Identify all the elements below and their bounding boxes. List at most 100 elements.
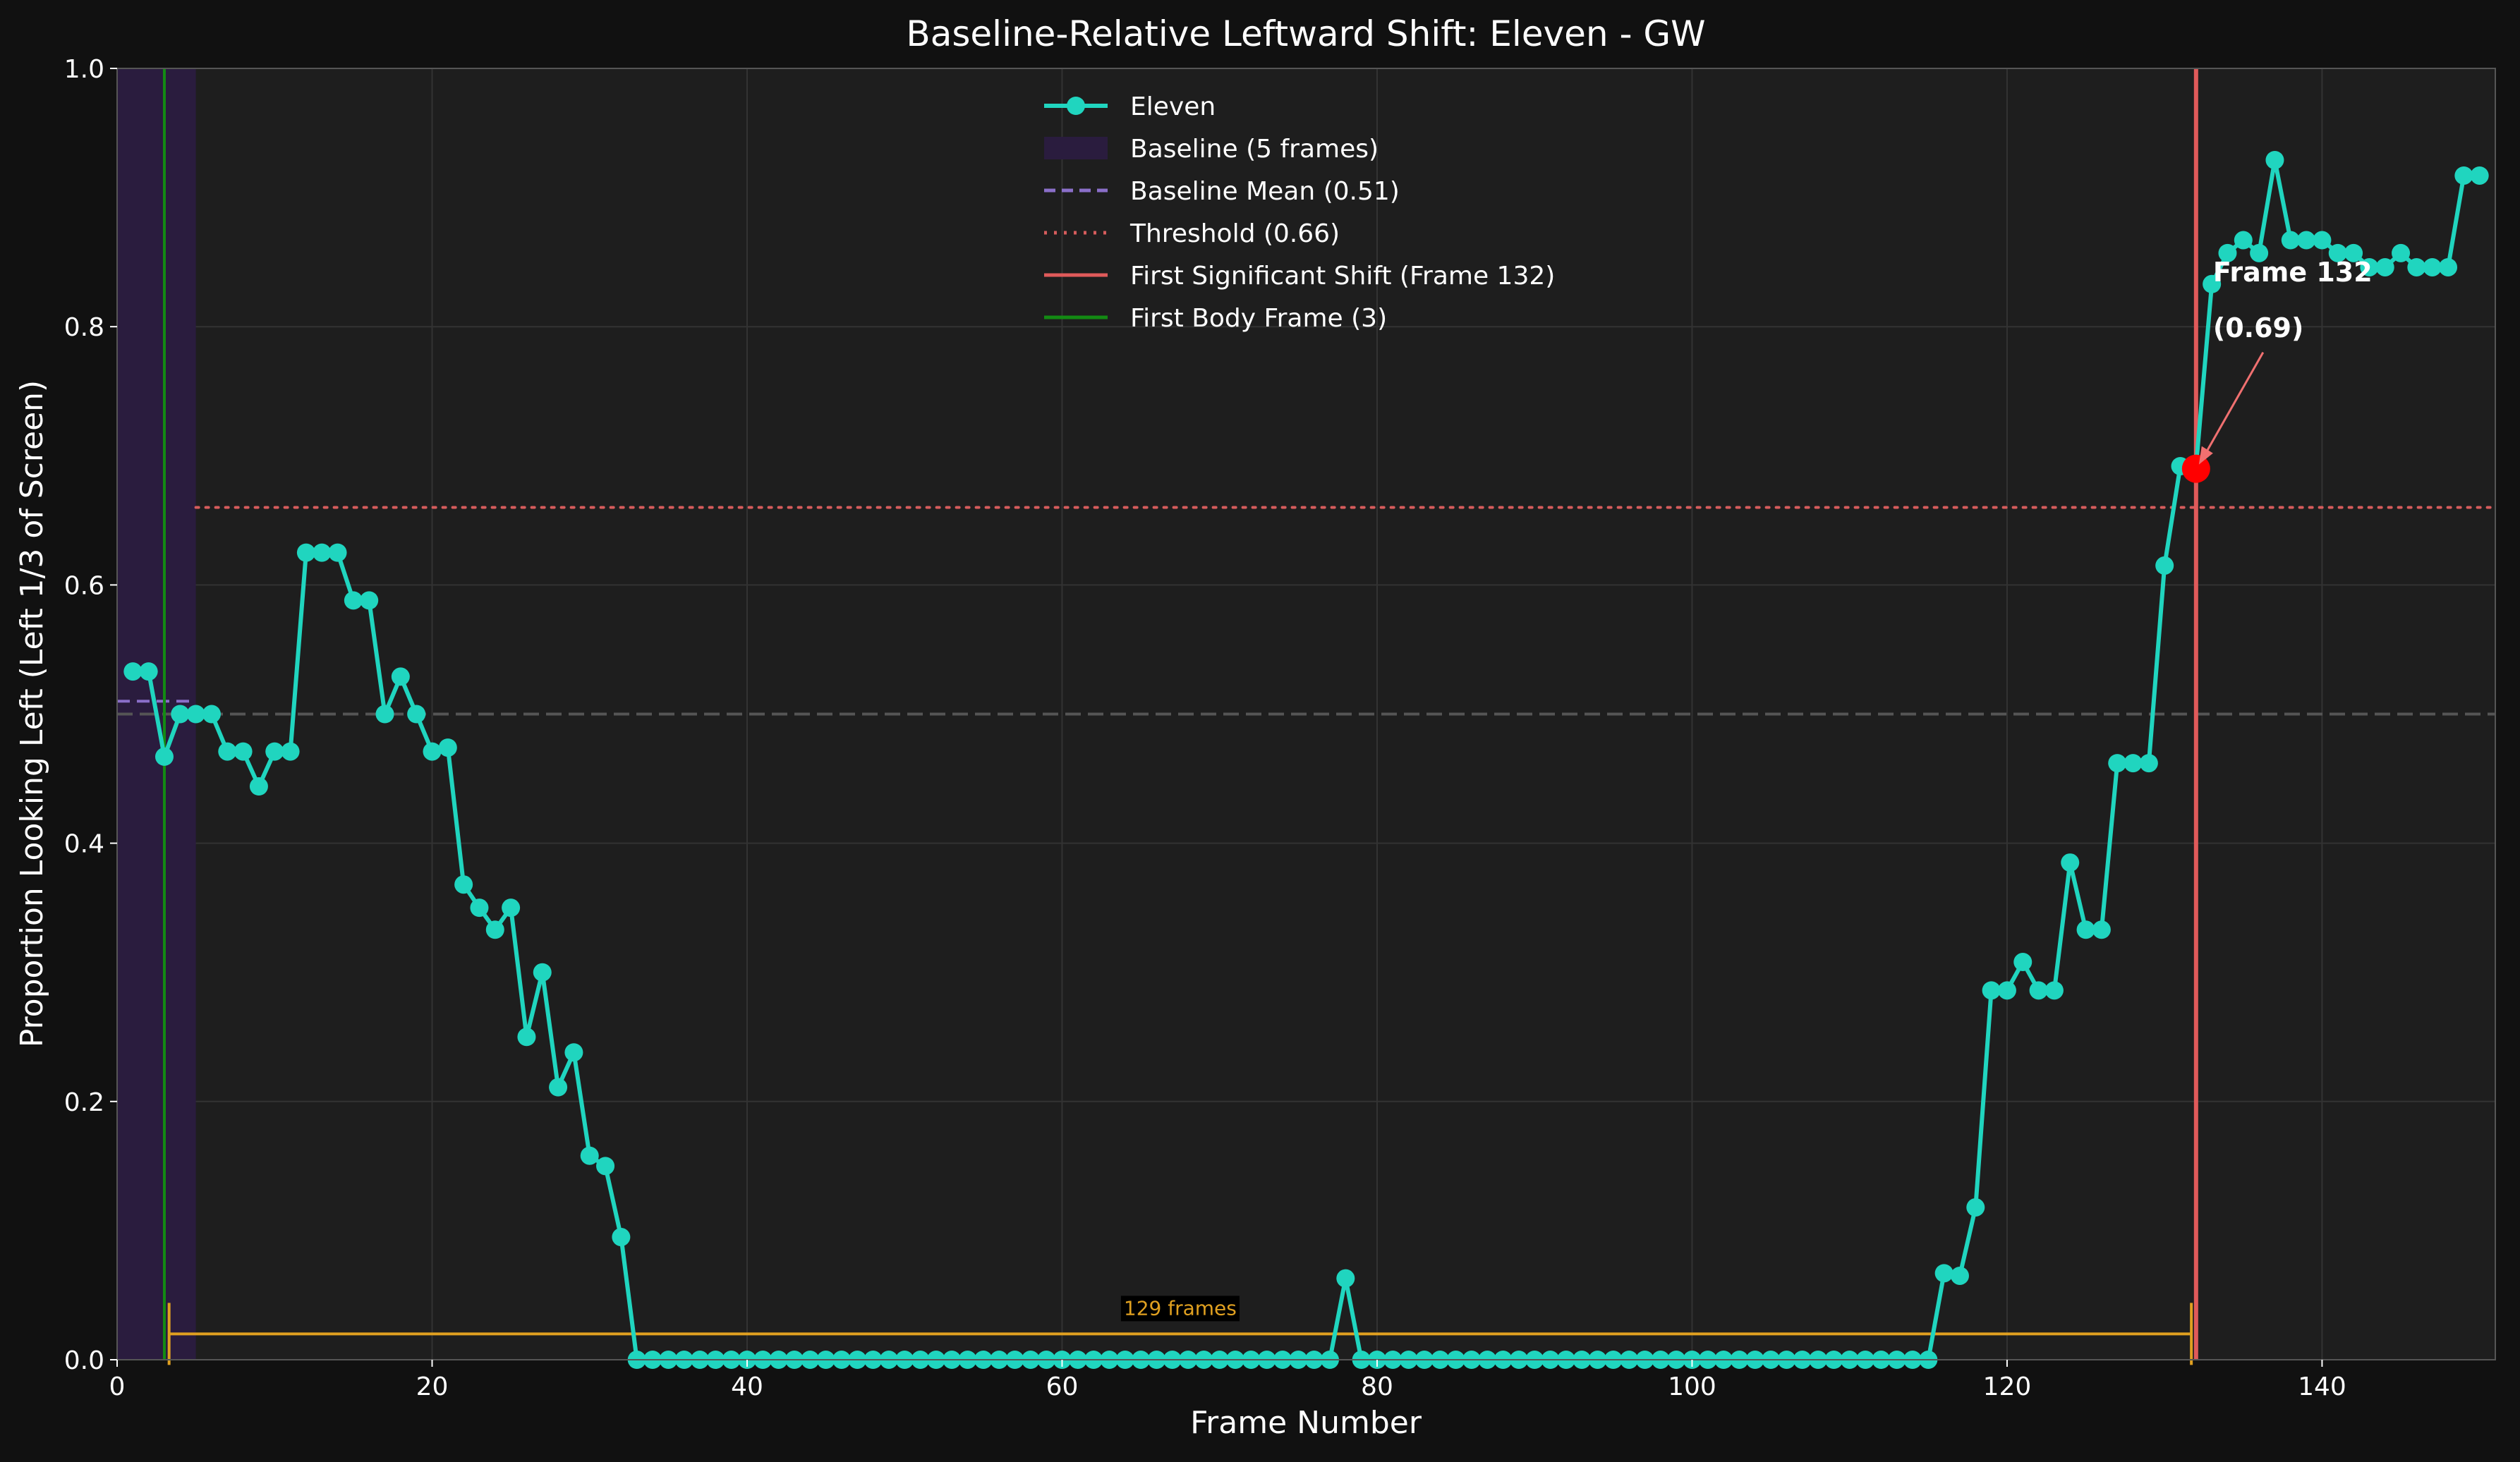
- legend-item: First Body Frame (3): [1044, 304, 1387, 333]
- data-point: [438, 738, 457, 757]
- data-point: [2013, 953, 2033, 972]
- data-point: [2454, 166, 2473, 185]
- data-point: [549, 1078, 568, 1097]
- annotation-value: (0.69): [2213, 312, 2304, 343]
- data-point: [1934, 1264, 1953, 1283]
- data-point: [360, 591, 379, 610]
- y-tick-label: 0.4: [64, 830, 104, 859]
- plot-frame: [116, 68, 2496, 1360]
- data-point: [234, 742, 253, 761]
- data-point: [470, 898, 489, 918]
- x-tick-label: 40: [731, 1372, 763, 1401]
- data-point: [296, 543, 315, 562]
- data-point: [1966, 1198, 1985, 1217]
- legend-label: First Body Frame (3): [1130, 304, 1387, 333]
- data-point: [218, 742, 237, 761]
- reference-lines: 129 frames: [117, 68, 2497, 1365]
- y-tick-label: 1.0: [64, 55, 104, 84]
- y-tick-label: 0.8: [64, 313, 104, 342]
- legend-label: First Significant Shift (Frame 132): [1130, 262, 1555, 291]
- data-point: [2439, 257, 2458, 276]
- data-point: [313, 543, 332, 562]
- legend: Eleven Baseline (5 frames) Baseline Mean (…: [1044, 92, 1555, 333]
- data-point: [186, 705, 205, 724]
- data-point: [564, 1043, 583, 1062]
- legend-swatch-patch: [1044, 137, 1108, 159]
- data-point: [391, 667, 410, 686]
- y-tick-label: 0.2: [64, 1088, 104, 1117]
- chart-title: Baseline-Relative Leftward Shift: Eleven…: [906, 13, 1705, 54]
- annotation-arrow: [2200, 351, 2265, 461]
- data-point: [2061, 853, 2080, 872]
- data-point: [139, 662, 158, 681]
- data-point: [171, 705, 190, 724]
- data-point: [2250, 243, 2269, 262]
- legend-label: Threshold (0.66): [1129, 219, 1340, 248]
- data-point: [596, 1157, 615, 1176]
- data-point: [2108, 754, 2127, 773]
- data-point: [2423, 257, 2442, 276]
- data-point: [202, 705, 221, 724]
- y-tick-label: 0.0: [64, 1346, 104, 1375]
- data-point: [155, 747, 174, 766]
- data-point: [2092, 920, 2111, 939]
- data-point: [2392, 243, 2411, 262]
- legend-label: Baseline (5 frames): [1130, 135, 1379, 164]
- data-point: [2155, 556, 2174, 575]
- data-point: [1336, 1269, 1355, 1288]
- y-tick-label: 0.6: [64, 571, 104, 600]
- data-point: [2281, 231, 2300, 250]
- data-point: [1950, 1266, 1969, 1285]
- data-point: [328, 543, 347, 562]
- data-point: [502, 898, 521, 918]
- data-point: [281, 742, 300, 761]
- annotation-arrowhead: [2198, 446, 2213, 465]
- data-point: [533, 963, 552, 982]
- data-point: [2407, 257, 2426, 276]
- axes: 0 20 40 60 80 100 120 140 0.0 0.2 0.4 0.6 0.8 1.0: [64, 55, 2346, 1401]
- data-point: [2045, 981, 2064, 1000]
- data-point: [2139, 754, 2158, 773]
- data-point: [2297, 231, 2316, 250]
- legend-item: Baseline (5 frames): [1044, 135, 1379, 164]
- data-point: [2203, 274, 2222, 293]
- x-tick-label: 120: [1983, 1372, 2032, 1401]
- data-point: [344, 591, 363, 610]
- data-point: [2375, 257, 2394, 276]
- x-tick-label: 0: [109, 1372, 126, 1401]
- legend-label: Baseline Mean (0.51): [1130, 177, 1400, 206]
- data-point: [375, 705, 394, 724]
- data-point: [1982, 981, 2001, 1000]
- data-point: [2328, 243, 2347, 262]
- data-point: [580, 1146, 599, 1165]
- data-point: [2124, 754, 2143, 773]
- data-point: [517, 1028, 536, 1047]
- x-tick-label: 60: [1046, 1372, 1079, 1401]
- legend-item: Threshold (0.66): [1044, 219, 1340, 248]
- data-point: [423, 742, 442, 761]
- data-point: [265, 742, 284, 761]
- data-point: [2470, 166, 2489, 185]
- first-shift-point: [2181, 454, 2210, 483]
- data-point: [612, 1228, 631, 1247]
- span-label: 129 frames: [1124, 1296, 1237, 1320]
- data-point: [2265, 151, 2284, 170]
- x-axis-label: Frame Number: [1190, 1405, 1422, 1441]
- data-point: [2344, 243, 2363, 262]
- span-label-box: [1120, 1296, 1240, 1322]
- legend-swatch-marker: [1067, 97, 1085, 115]
- data-point: [2076, 920, 2095, 939]
- legend-item: First Significant Shift (Frame 132): [1044, 262, 1555, 291]
- data-point: [485, 920, 504, 939]
- data-point: [123, 662, 143, 681]
- data-point: [2218, 243, 2237, 262]
- legend-item: Baseline Mean (0.51): [1044, 177, 1400, 206]
- data-point: [454, 875, 473, 894]
- legend-item: Eleven: [1044, 92, 1216, 121]
- legend-label: Eleven: [1130, 92, 1216, 121]
- data-point: [407, 705, 426, 724]
- x-tick-label: 80: [1361, 1372, 1393, 1401]
- x-tick-label: 20: [416, 1372, 449, 1401]
- annotation-frame: Frame 132: [2213, 257, 2373, 288]
